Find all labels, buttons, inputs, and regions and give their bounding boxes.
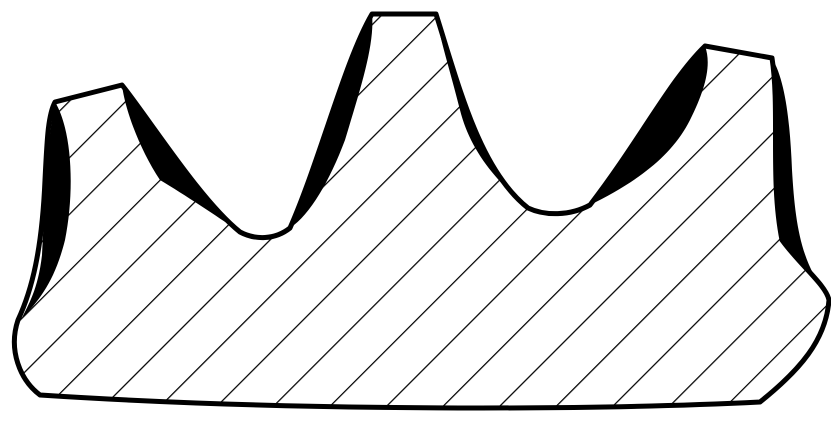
section-body	[14, 14, 829, 408]
section-drawing	[0, 0, 831, 427]
page	[0, 0, 831, 427]
